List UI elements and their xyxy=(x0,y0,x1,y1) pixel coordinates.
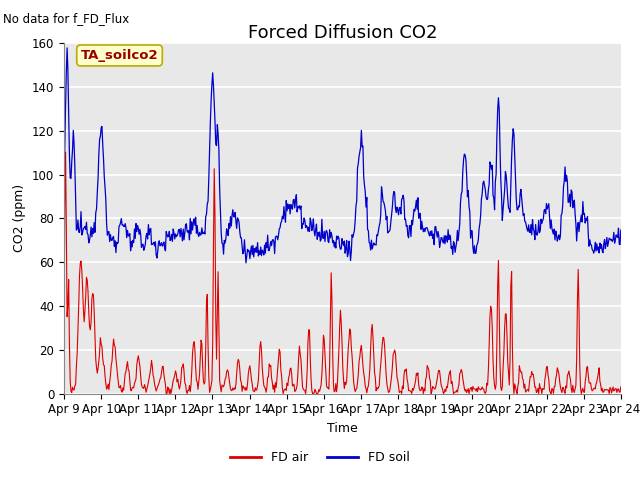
Line: FD soil: FD soil xyxy=(64,48,621,263)
FD air xyxy=(617,384,625,390)
FD soil xyxy=(71,164,79,169)
FD air xyxy=(61,149,69,155)
FD air xyxy=(71,383,79,389)
Title: Forced Diffusion CO2: Forced Diffusion CO2 xyxy=(248,24,437,42)
FD soil xyxy=(428,228,436,234)
FD air xyxy=(60,323,68,328)
FD soil xyxy=(185,228,193,233)
FD soil xyxy=(214,131,222,137)
FD air xyxy=(186,383,193,388)
Text: No data for f_FD_Flux: No data for f_FD_Flux xyxy=(3,12,129,25)
FD air xyxy=(163,391,170,396)
Y-axis label: CO2 (ppm): CO2 (ppm) xyxy=(13,184,26,252)
Text: TA_soilco2: TA_soilco2 xyxy=(81,49,158,62)
FD air xyxy=(215,325,223,331)
FD soil xyxy=(60,185,68,191)
X-axis label: Time: Time xyxy=(327,422,358,435)
Legend: FD air, FD soil: FD air, FD soil xyxy=(225,446,415,469)
FD air xyxy=(428,388,436,394)
FD air xyxy=(412,378,419,384)
FD soil xyxy=(128,244,136,250)
FD soil xyxy=(412,204,419,210)
FD soil xyxy=(617,227,625,233)
Line: FD air: FD air xyxy=(64,152,621,394)
FD air xyxy=(128,385,136,391)
FD soil xyxy=(63,45,71,51)
FD soil xyxy=(242,260,250,266)
